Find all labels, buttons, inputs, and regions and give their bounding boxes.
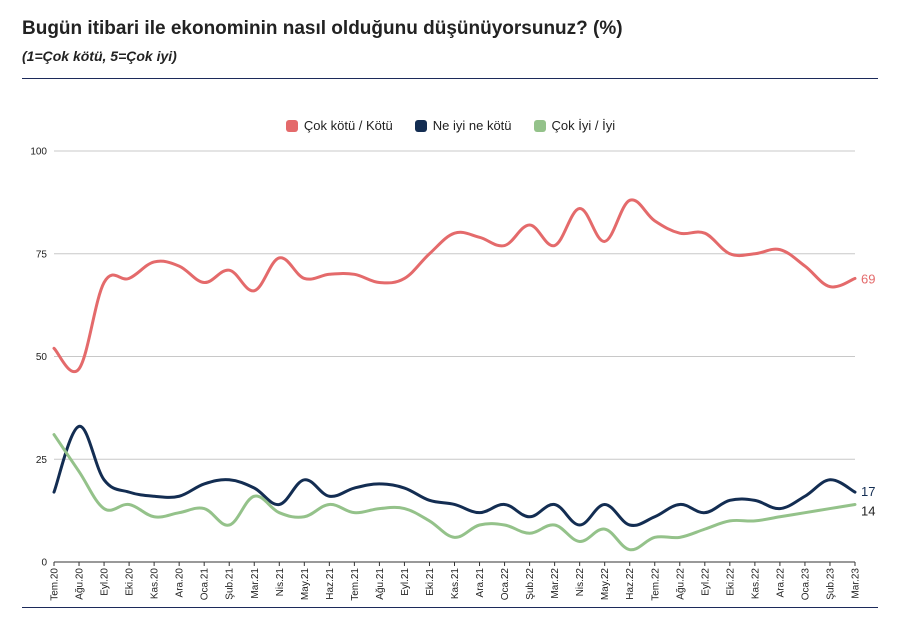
y-tick-label: 75 xyxy=(36,249,48,260)
series-line-cok-kotu-kotu xyxy=(52,198,857,373)
y-axis-ticks: 0 25 50 75 100 xyxy=(30,147,47,569)
y-tick-label: 0 xyxy=(41,558,47,569)
x-tick-label: Şub.23 xyxy=(825,568,836,600)
legend-item-cok-iyi-iyi[interactable]: Çok İyi / İyi xyxy=(533,118,616,133)
x-tick-label: Mar.22 xyxy=(550,568,561,599)
legend-swatch-cok-iyi-iyi xyxy=(533,119,546,132)
x-tick-label: Eki.20 xyxy=(125,568,136,596)
end-label-cok-iyi-iyi: 14 xyxy=(861,503,875,518)
y-tick-label: 50 xyxy=(36,352,48,363)
end-label-ne-iyi-ne-kotu: 17 xyxy=(861,484,875,499)
legend-item-cok-kotu-kotu[interactable]: Çok kötü / Kötü xyxy=(285,118,393,133)
x-tick-label: Nis.22 xyxy=(575,568,586,597)
x-tick-label: Oca.21 xyxy=(200,568,211,601)
chart-subtitle: (1=Çok kötü, 5=Çok iyi) xyxy=(22,48,177,64)
end-label-cok-kotu-kotu: 69 xyxy=(861,271,875,286)
legend-swatch-cok-kotu-kotu xyxy=(285,119,298,132)
bottom-divider xyxy=(22,607,878,608)
series-lines xyxy=(52,198,857,552)
x-tick-label: Ağu.20 xyxy=(75,568,86,600)
x-tick-label: Tem.22 xyxy=(650,568,661,601)
x-tick-label: Haz.21 xyxy=(325,568,336,600)
x-tick-label: Tem.21 xyxy=(350,568,361,601)
x-tick-label: Eyl.20 xyxy=(100,568,111,596)
chart-title: Bugün itibari ile ekonominin nasıl olduğ… xyxy=(22,18,623,39)
x-tick-label: Eyl.22 xyxy=(700,568,711,596)
x-tick-label: Nis.21 xyxy=(275,568,286,597)
x-tick-label: May.22 xyxy=(600,568,611,600)
x-tick-label: Oca.23 xyxy=(800,568,811,601)
x-tick-label: Mar.21 xyxy=(250,568,261,599)
x-tick-label: Tem.20 xyxy=(50,568,61,601)
x-tick-label: Ağu.22 xyxy=(675,568,686,600)
y-tick-label: 100 xyxy=(30,147,47,158)
x-tick-label: Şub.22 xyxy=(525,568,536,600)
end-labels: 69 17 14 xyxy=(861,271,875,518)
x-tick-label: Ara.22 xyxy=(775,568,786,598)
legend-label-ne-iyi-ne-kotu: Ne iyi ne kötü xyxy=(432,118,512,133)
x-tick-label: Oca.22 xyxy=(500,568,511,601)
x-tick-label: Kas.22 xyxy=(750,568,761,600)
x-tick-label: Haz.22 xyxy=(625,568,636,600)
y-tick-label: 25 xyxy=(36,455,48,466)
x-tick-label: Eki.21 xyxy=(425,568,436,596)
legend-item-ne-iyi-ne-kotu[interactable]: Ne iyi ne kötü xyxy=(414,118,512,133)
x-tick-label: Ara.20 xyxy=(175,568,186,598)
x-tick-label: Kas.20 xyxy=(150,568,161,600)
x-axis-ticks: Tem.20 Ağu.20 Eyl.20 Eki.20 Kas.20 Ara.20 Oca.… xyxy=(50,562,862,601)
x-tick-label: Mar.23 xyxy=(851,568,862,599)
series-line-ne-iyi-ne-kotu xyxy=(52,424,857,527)
x-tick-label: Ara.21 xyxy=(475,568,486,598)
x-tick-label: Eyl.21 xyxy=(400,568,411,596)
legend-swatch-ne-iyi-ne-kotu xyxy=(414,119,427,132)
legend: Çok kötü / Kötü Ne iyi ne kötü Çok İyi /… xyxy=(0,118,901,133)
x-tick-label: Eki.22 xyxy=(725,568,736,596)
gridlines xyxy=(54,150,855,563)
x-tick-label: May.21 xyxy=(300,568,311,600)
x-tick-label: Kas.21 xyxy=(450,568,461,600)
legend-label-cok-iyi-iyi: Çok İyi / İyi xyxy=(551,118,616,133)
x-tick-label: Şub.21 xyxy=(225,568,236,600)
x-tick-label: Ağu.21 xyxy=(375,568,386,600)
series-line-cok-iyi-iyi xyxy=(52,433,857,552)
top-divider xyxy=(22,78,878,79)
legend-label-cok-kotu-kotu: Çok kötü / Kötü xyxy=(303,118,393,133)
